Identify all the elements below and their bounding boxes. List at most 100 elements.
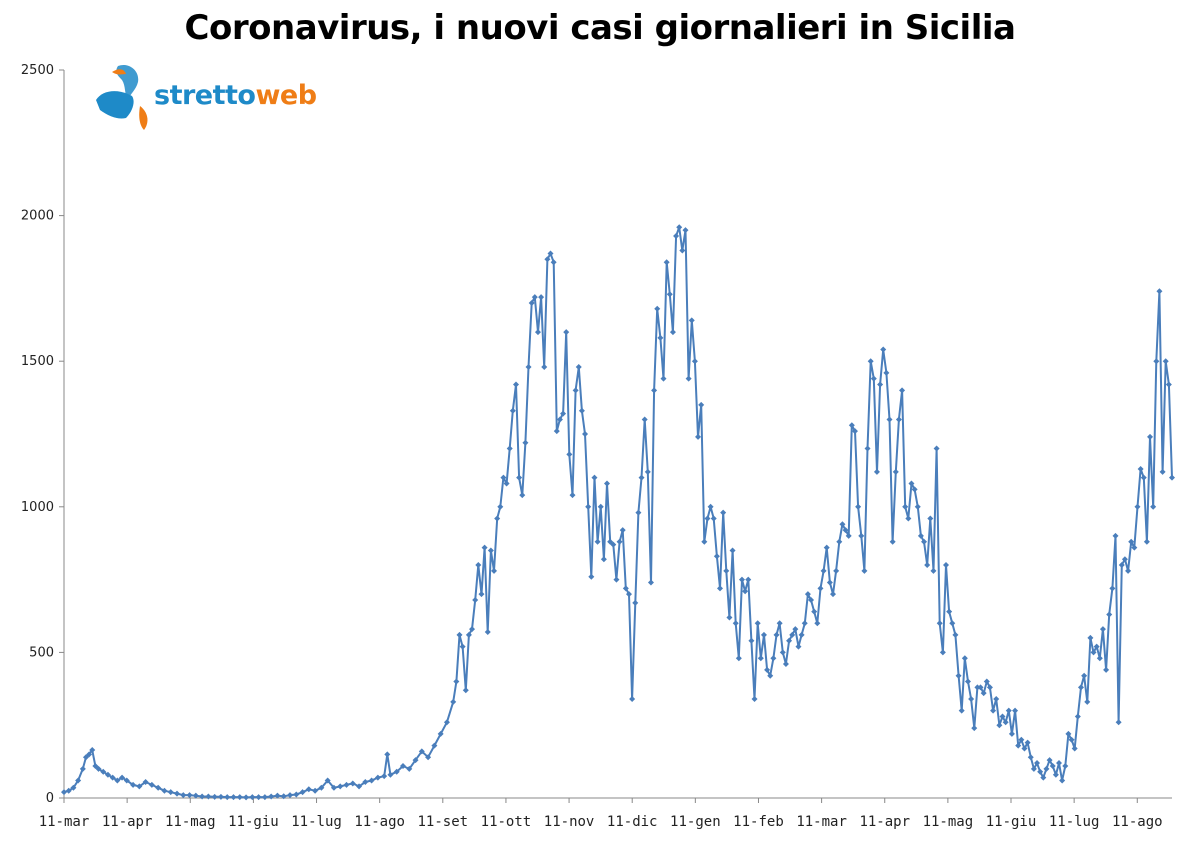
data-point bbox=[870, 375, 877, 382]
data-point bbox=[61, 789, 67, 796]
data-point bbox=[167, 789, 174, 796]
data-point bbox=[710, 515, 717, 522]
data-point bbox=[450, 698, 457, 705]
data-point bbox=[757, 655, 764, 662]
data-point bbox=[173, 790, 180, 797]
x-tick-label: 11-mar bbox=[39, 814, 90, 830]
data-point bbox=[1027, 754, 1034, 761]
data-point bbox=[349, 780, 356, 787]
data-point bbox=[1109, 585, 1116, 592]
data-point bbox=[1071, 745, 1078, 752]
data-point bbox=[142, 778, 149, 785]
data-point bbox=[996, 722, 1003, 729]
data-point bbox=[760, 631, 767, 638]
x-tick-label: 11-set bbox=[418, 814, 469, 830]
data-point bbox=[855, 503, 862, 510]
data-point bbox=[1018, 736, 1025, 743]
data-point bbox=[842, 527, 849, 534]
data-point bbox=[892, 468, 899, 475]
data-point bbox=[848, 422, 855, 429]
data-point bbox=[1037, 768, 1044, 775]
data-point bbox=[701, 538, 708, 545]
data-point bbox=[889, 538, 896, 545]
data-point bbox=[820, 567, 827, 574]
data-point bbox=[487, 547, 494, 554]
data-point bbox=[993, 695, 1000, 702]
data-point bbox=[679, 247, 686, 254]
data-point bbox=[808, 596, 815, 603]
data-point bbox=[572, 387, 579, 394]
data-point bbox=[217, 793, 224, 800]
data-point bbox=[742, 588, 749, 595]
data-point bbox=[199, 793, 206, 800]
data-point bbox=[968, 695, 975, 702]
data-point bbox=[1143, 538, 1150, 545]
data-point bbox=[180, 792, 187, 799]
data-point bbox=[773, 631, 780, 638]
data-point bbox=[1081, 672, 1088, 679]
data-point bbox=[578, 407, 585, 414]
x-tick-label: 11-giu bbox=[228, 814, 279, 830]
data-point bbox=[453, 678, 460, 685]
data-point bbox=[748, 637, 755, 644]
data-point bbox=[638, 474, 645, 481]
data-point bbox=[1165, 381, 1172, 388]
data-point bbox=[610, 541, 617, 548]
data-point bbox=[79, 765, 86, 772]
data-point bbox=[980, 690, 987, 697]
data-point bbox=[971, 725, 978, 732]
data-point bbox=[779, 649, 786, 656]
data-point bbox=[381, 773, 388, 780]
data-point bbox=[1074, 713, 1081, 720]
data-point bbox=[666, 291, 673, 298]
data-point bbox=[801, 620, 808, 627]
data-point bbox=[751, 695, 758, 702]
data-point bbox=[1159, 468, 1166, 475]
data-point bbox=[625, 591, 632, 598]
data-point bbox=[754, 620, 761, 627]
data-point bbox=[582, 431, 589, 437]
data-point bbox=[192, 792, 199, 799]
data-point bbox=[362, 778, 369, 785]
data-point bbox=[544, 256, 551, 263]
data-point bbox=[745, 576, 752, 583]
data-point bbox=[456, 631, 463, 638]
data-point bbox=[86, 751, 93, 758]
data-point bbox=[1077, 684, 1084, 691]
data-point bbox=[804, 591, 811, 598]
data-point bbox=[293, 791, 300, 798]
data-point bbox=[516, 474, 523, 481]
data-point bbox=[1056, 760, 1063, 767]
data-point bbox=[1125, 567, 1132, 574]
data-point bbox=[635, 509, 642, 516]
data-point bbox=[1052, 771, 1059, 778]
data-point bbox=[880, 346, 887, 353]
data-point bbox=[299, 789, 306, 796]
data-point bbox=[735, 655, 742, 662]
data-point bbox=[534, 329, 541, 336]
data-point bbox=[851, 428, 858, 435]
data-point bbox=[318, 784, 325, 791]
y-tick-label: 0 bbox=[46, 791, 54, 806]
data-point bbox=[255, 794, 262, 801]
data-point bbox=[459, 643, 466, 650]
data-point bbox=[136, 783, 143, 790]
data-point bbox=[538, 294, 545, 301]
data-point bbox=[550, 259, 557, 266]
data-point bbox=[525, 364, 532, 371]
data-point bbox=[914, 503, 921, 510]
data-point bbox=[130, 781, 137, 788]
data-point bbox=[729, 547, 736, 554]
data-point bbox=[123, 777, 130, 784]
data-point bbox=[1059, 777, 1066, 784]
data-point bbox=[1147, 433, 1154, 440]
data-point bbox=[368, 777, 375, 784]
data-point bbox=[899, 387, 906, 394]
sicily-map-icon bbox=[96, 64, 148, 130]
data-point bbox=[1131, 544, 1138, 551]
data-point bbox=[503, 480, 510, 487]
data-point bbox=[1043, 765, 1050, 772]
data-point bbox=[943, 562, 950, 569]
data-point bbox=[425, 754, 432, 761]
data-point bbox=[337, 783, 344, 790]
